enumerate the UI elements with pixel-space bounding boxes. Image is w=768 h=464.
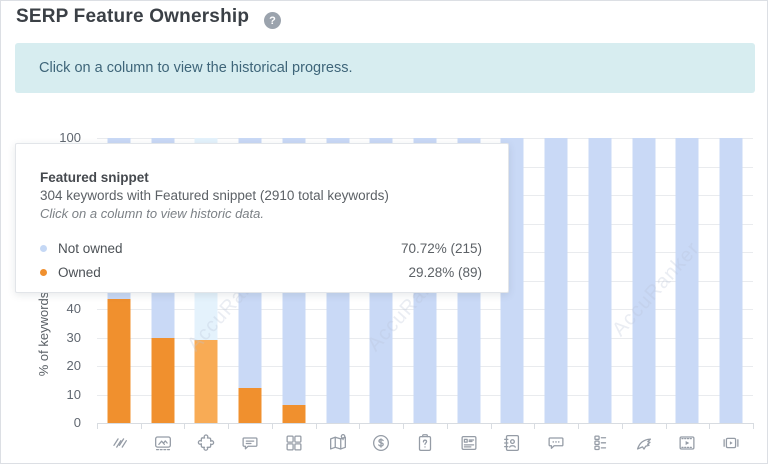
- owned-dot-icon: [40, 268, 47, 276]
- not-owned-value: 70.72% (215): [400, 240, 482, 256]
- y-tick-label: 10: [66, 386, 81, 402]
- info-banner-text: Click on a column to view the historical…: [39, 60, 353, 76]
- tooltip-row-owned: Owned 29.28% (89): [40, 260, 482, 284]
- chart-column[interactable]: [622, 138, 666, 423]
- x-axis-ticks: [97, 423, 754, 430]
- image-pack-icon: [141, 430, 185, 456]
- tooltip-row-not-owned: Not owned 70.72% (215): [40, 236, 482, 260]
- y-tick-label: 100: [59, 130, 81, 145]
- video-carousel-icon: [709, 430, 753, 456]
- y-tick-label: 20: [66, 358, 81, 373]
- shopping-icon: [359, 430, 403, 456]
- y-tick-label: 40: [66, 301, 81, 316]
- info-banner: Click on a column to view the historical…: [15, 43, 755, 93]
- bar-owned[interactable]: [194, 339, 218, 423]
- owned-label: Owned: [58, 264, 101, 280]
- video-icon: [666, 430, 710, 456]
- reviews-icon: [228, 430, 272, 456]
- bar-owned[interactable]: [107, 299, 131, 423]
- knowledge-cards-icon: [272, 430, 316, 456]
- question-icon: [403, 430, 447, 456]
- local-pack-icon: [316, 430, 360, 456]
- gridline: [97, 423, 753, 424]
- featured-snippet-icon: [184, 430, 228, 456]
- checklist-icon: [578, 430, 622, 456]
- tooltip: Featured snippet 304 keywords with Featu…: [15, 143, 509, 293]
- comments-icon: [534, 430, 578, 456]
- page-title: SERP Feature Ownership: [16, 6, 250, 27]
- tweet-icon: [622, 430, 666, 456]
- bar-owned[interactable]: [238, 387, 262, 423]
- chart-column[interactable]: [534, 138, 578, 423]
- bar-not-owned[interactable]: [588, 138, 612, 423]
- tooltip-title: Featured snippet: [40, 170, 149, 185]
- bar-owned[interactable]: [282, 405, 306, 423]
- help-icon[interactable]: ?: [264, 12, 281, 29]
- chart-column[interactable]: [578, 138, 622, 423]
- bar-owned[interactable]: [151, 337, 175, 423]
- tooltip-subtitle: 304 keywords with Featured snippet (2910…: [40, 188, 389, 203]
- y-tick-label: 30: [66, 329, 81, 345]
- knowledge-panel-icon: [447, 430, 491, 456]
- sitelinks-icon: [97, 430, 141, 456]
- bar-not-owned[interactable]: [675, 138, 699, 423]
- not-owned-label: Not owned: [58, 240, 123, 256]
- tooltip-hint: Click on a column to view historic data.: [40, 206, 264, 221]
- bar-not-owned[interactable]: [632, 138, 656, 423]
- y-tick-label: 0: [73, 415, 81, 430]
- x-axis-icons: [97, 430, 753, 456]
- chart-column[interactable]: [666, 138, 710, 423]
- bar-not-owned[interactable]: [719, 138, 743, 423]
- not-owned-dot-icon: [40, 244, 47, 252]
- address-book-icon: [491, 430, 535, 456]
- bar-not-owned[interactable]: [544, 138, 568, 423]
- chart-column[interactable]: [709, 138, 753, 423]
- owned-value: 29.28% (89): [408, 264, 482, 280]
